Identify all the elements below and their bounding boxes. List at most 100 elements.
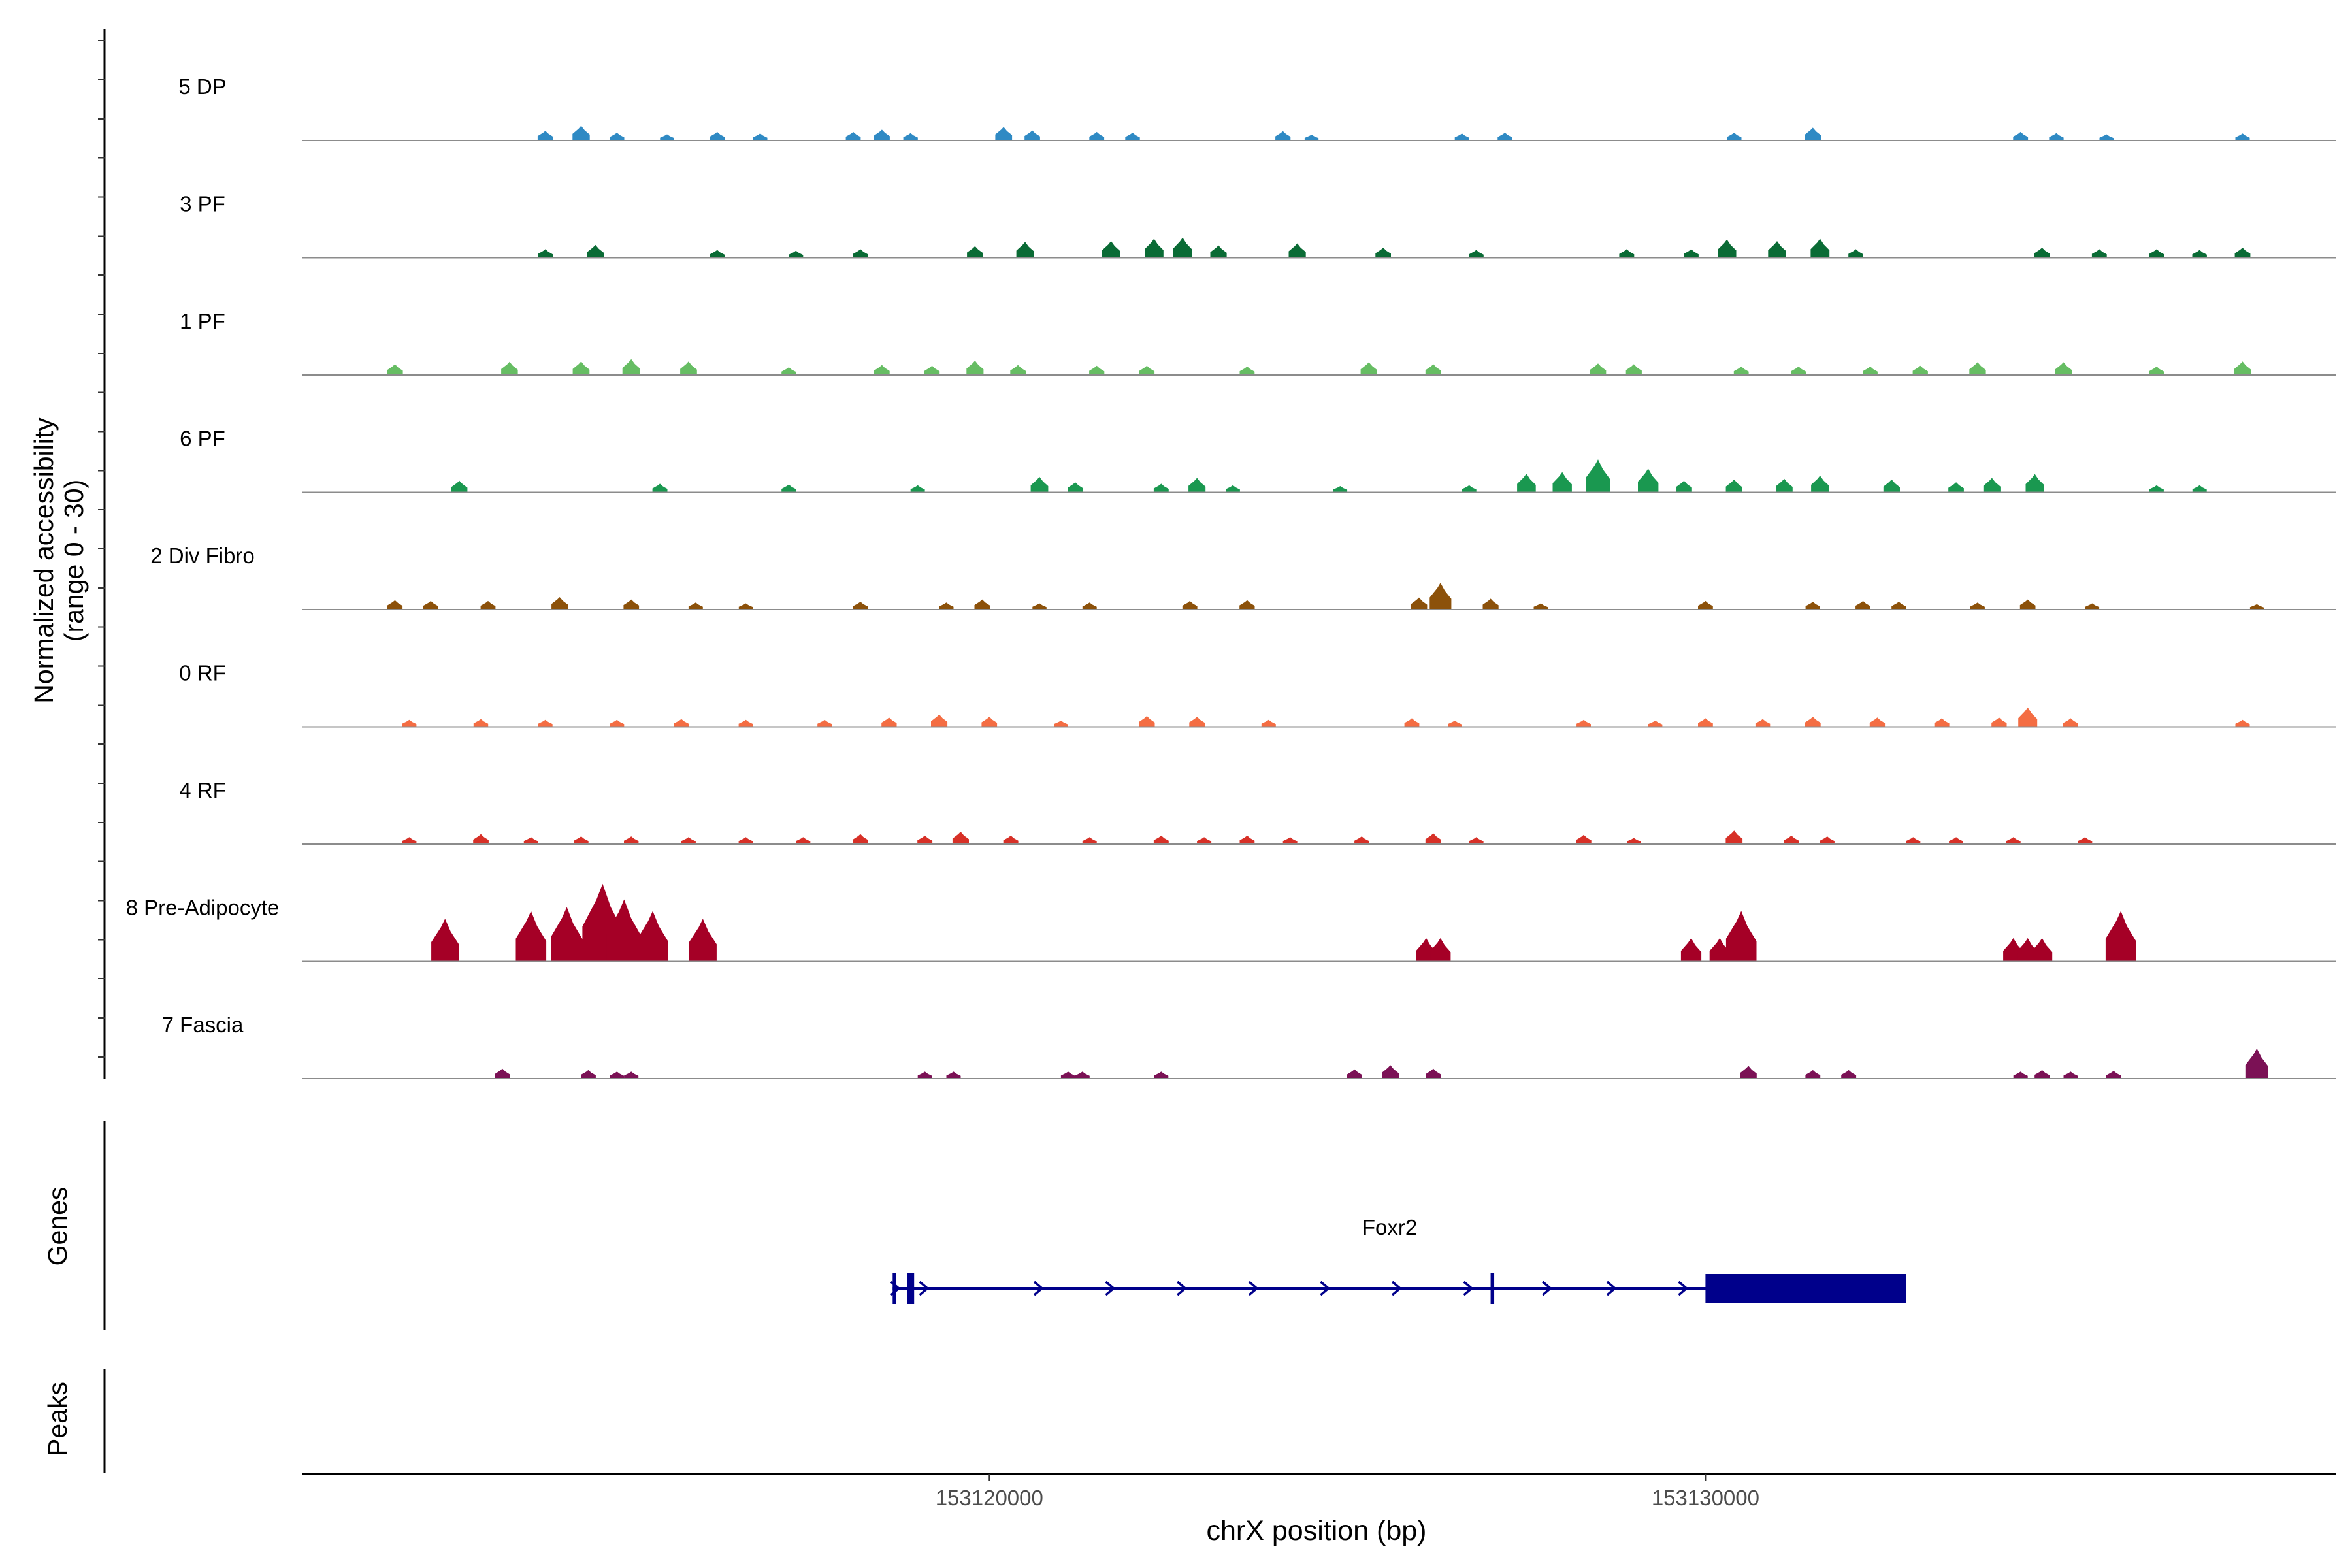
coverage-peak bbox=[1226, 485, 1240, 493]
coverage-peak bbox=[1755, 719, 1771, 727]
track-label: 1 PF bbox=[180, 309, 225, 333]
coverage-peak bbox=[680, 361, 697, 375]
coverage-peak bbox=[1102, 241, 1120, 258]
coverage-peak bbox=[1024, 130, 1040, 140]
coverage-peak bbox=[1709, 938, 1730, 962]
coverage-peak bbox=[853, 602, 868, 610]
coverage-peak bbox=[1725, 911, 1757, 962]
coverage-peak bbox=[2025, 474, 2044, 493]
coverage-peak bbox=[1125, 133, 1140, 140]
coverage-peak bbox=[1425, 364, 1441, 375]
coverage-peak bbox=[623, 599, 640, 610]
x-axis-title: chrX position (bp) bbox=[1207, 1515, 1427, 1546]
track-label: 2 Div Fibro bbox=[150, 544, 255, 568]
coverage-peak bbox=[2099, 134, 2114, 140]
coverage-peak bbox=[1360, 362, 1377, 375]
coverage-peak bbox=[1648, 721, 1663, 727]
coverage-peak bbox=[967, 246, 983, 258]
strand-arrow bbox=[1391, 1281, 1402, 1296]
coverage-peak bbox=[1517, 474, 1536, 493]
coverage-peak bbox=[1347, 1069, 1362, 1079]
coverage-peak bbox=[1239, 366, 1255, 375]
coverage-peak bbox=[1576, 834, 1592, 844]
coverage-peak bbox=[2192, 250, 2207, 258]
coverage-peak bbox=[581, 1070, 596, 1079]
coverage-peak bbox=[974, 599, 990, 610]
coverage-peak bbox=[537, 131, 553, 140]
coverage-peak bbox=[845, 131, 861, 140]
coverage-y-label-line2: (range 0 - 30) bbox=[59, 480, 89, 642]
coverage-peak bbox=[1684, 249, 1699, 258]
coverage-peak bbox=[637, 911, 668, 962]
coverage-peak bbox=[1288, 243, 1306, 258]
coverage-peak bbox=[1075, 1071, 1090, 1079]
coverage-peak bbox=[1805, 127, 1821, 140]
coverage-peak bbox=[1805, 1070, 1821, 1079]
strand-arrow bbox=[1542, 1281, 1552, 1296]
coverage-peak bbox=[2034, 1070, 2050, 1079]
coverage-peak bbox=[1375, 248, 1391, 258]
coverage-peak bbox=[1188, 478, 1206, 493]
coverage-peak bbox=[966, 361, 984, 375]
coverage-peak bbox=[538, 249, 553, 258]
track-7: 4 RF bbox=[179, 778, 2336, 845]
coverage-peak bbox=[574, 836, 589, 844]
coverage-peak bbox=[1430, 938, 1451, 962]
coverage-peak bbox=[789, 250, 804, 258]
coverage-peak bbox=[1680, 938, 1702, 962]
track-8: 8 Pre-Adipocyte bbox=[126, 883, 2336, 962]
coverage-peak bbox=[1869, 717, 1886, 727]
coverage-peak bbox=[689, 919, 717, 962]
coverage-peak bbox=[1883, 479, 1900, 493]
coverage-peak bbox=[781, 484, 796, 493]
track-5: 2 Div Fibro bbox=[150, 544, 2336, 610]
coverage-peak bbox=[874, 365, 890, 375]
coverage-peak bbox=[995, 127, 1013, 140]
coverage-peak bbox=[1791, 366, 1806, 375]
strand-arrow bbox=[1606, 1281, 1617, 1296]
coverage-peak bbox=[1139, 715, 1155, 727]
coverage-peak bbox=[1182, 600, 1198, 610]
track-2: 3 PF bbox=[180, 192, 2336, 259]
coverage-peak bbox=[515, 911, 547, 962]
coverage-peak bbox=[2235, 719, 2250, 727]
coverage-peak bbox=[1590, 363, 1607, 375]
coverage-peak bbox=[1891, 602, 1906, 610]
coverage-peak bbox=[1970, 602, 1985, 610]
coverage-peak bbox=[1411, 597, 1428, 610]
coverage-peak bbox=[753, 133, 768, 140]
coverage-peak bbox=[917, 835, 933, 844]
coverage-peak bbox=[2013, 131, 2029, 140]
coverage-peak bbox=[652, 483, 668, 493]
coverage-peak bbox=[402, 837, 417, 844]
coverage-peak bbox=[1805, 717, 1821, 727]
coverage-peak bbox=[1060, 1071, 1075, 1079]
coverage-peak bbox=[2149, 366, 2164, 375]
coverage-peak bbox=[2192, 485, 2207, 493]
coverage-peak bbox=[796, 837, 811, 844]
coverage-peak bbox=[1261, 719, 1276, 727]
coverage-peak bbox=[1003, 835, 1019, 844]
coverage-peak bbox=[387, 600, 403, 610]
x-tick-label: 153120000 bbox=[936, 1486, 1043, 1510]
strand-arrow bbox=[1463, 1281, 1474, 1296]
strand-arrow bbox=[1177, 1281, 1187, 1296]
track-1: 5 DP bbox=[178, 74, 2336, 141]
coverage-peak bbox=[952, 832, 969, 844]
coverage-peak bbox=[2149, 485, 2164, 493]
coverage-peak bbox=[1725, 830, 1743, 844]
strand-arrow bbox=[1678, 1281, 1689, 1296]
coverage-peak bbox=[1068, 482, 1083, 493]
coverage-peak bbox=[710, 131, 725, 140]
coverage-peak bbox=[1429, 583, 1452, 610]
genes-panel-label: Genes bbox=[42, 1187, 73, 1266]
coverage-peak bbox=[2063, 718, 2078, 727]
coverage-peak bbox=[2245, 1048, 2268, 1079]
coverage-peak bbox=[738, 603, 753, 610]
coverage-peak bbox=[431, 919, 459, 962]
strand-arrow bbox=[1105, 1281, 1116, 1296]
coverage-peak bbox=[1627, 838, 1641, 844]
coverage-peak bbox=[1805, 602, 1820, 610]
coverage-peak bbox=[501, 361, 518, 375]
